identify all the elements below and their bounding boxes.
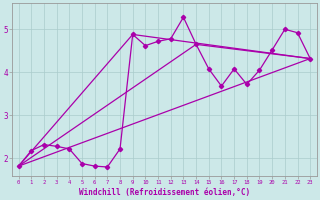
X-axis label: Windchill (Refroidissement éolien,°C): Windchill (Refroidissement éolien,°C) [79, 188, 250, 197]
